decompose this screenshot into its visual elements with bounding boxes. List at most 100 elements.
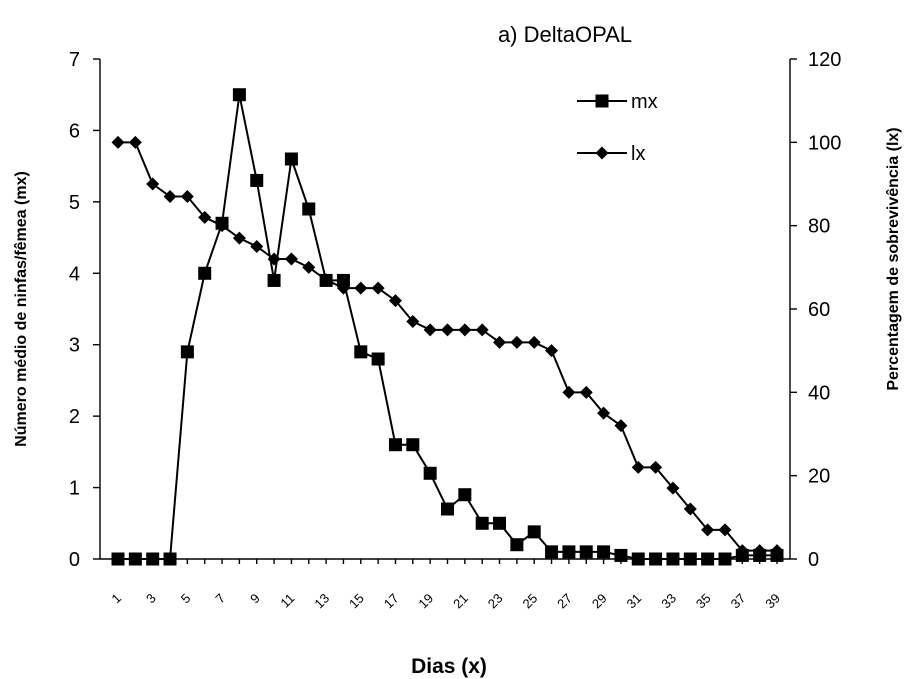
data-point-lx xyxy=(180,190,194,203)
data-point-mx xyxy=(198,266,212,280)
data-point-lx xyxy=(163,190,177,203)
data-point-lx xyxy=(215,219,229,233)
data-point-lx xyxy=(441,323,454,337)
x-tick-label: 5 xyxy=(178,591,194,607)
data-point-mx xyxy=(388,438,402,452)
data-point-mx xyxy=(354,345,368,359)
data-point-mx xyxy=(406,438,420,452)
data-point-lx xyxy=(527,335,541,349)
data-point-mx xyxy=(579,545,593,559)
data-point-lx xyxy=(510,335,524,349)
data-point-lx xyxy=(198,210,212,224)
x-tick-label: 7 xyxy=(212,591,228,607)
data-point-lx xyxy=(232,231,246,245)
y-right-tick-label: 120 xyxy=(808,49,841,71)
data-point-lx xyxy=(302,260,316,274)
data-point-mx xyxy=(718,552,732,566)
data-point-lx xyxy=(649,460,663,474)
data-point-mx xyxy=(545,545,559,559)
data-point-mx xyxy=(180,345,194,359)
data-point-mx xyxy=(423,466,437,480)
legend-label-lx: lx xyxy=(631,143,645,165)
y-right-tick-label: 80 xyxy=(808,216,830,238)
data-point-lx xyxy=(597,406,611,420)
data-point-lx xyxy=(388,294,402,308)
data-point-lx xyxy=(458,323,472,337)
data-point-lx xyxy=(631,460,645,474)
x-tick-label: 21 xyxy=(450,591,471,612)
data-point-lx xyxy=(128,135,142,149)
x-tick-label: 23 xyxy=(485,591,506,612)
data-point-mx xyxy=(510,538,524,552)
y-right-tick-label: 100 xyxy=(808,132,841,154)
data-point-mx xyxy=(128,552,142,566)
x-tick-label: 31 xyxy=(624,591,645,612)
x-tick-label: 11 xyxy=(277,591,297,611)
data-point-lx xyxy=(284,252,298,266)
y-left-tick-label: 2 xyxy=(69,406,80,428)
y-right-tick-label: 0 xyxy=(808,549,819,571)
data-point-lx xyxy=(250,240,264,253)
data-point-lx xyxy=(336,281,350,295)
y-left-tick-label: 7 xyxy=(69,49,80,71)
legend-marker-lx xyxy=(595,146,609,160)
chart-title: a) DeltaOPAL xyxy=(498,22,632,47)
x-tick-label: 25 xyxy=(519,591,540,612)
x-tick-label: 13 xyxy=(311,591,332,612)
data-point-lx xyxy=(562,385,576,399)
data-point-lx xyxy=(319,273,333,287)
x-tick-label: 15 xyxy=(346,591,367,612)
data-point-lx xyxy=(354,281,368,295)
data-point-lx xyxy=(666,481,680,495)
y-axis-left-title: Número médio de ninfas/fêmea (mx) xyxy=(13,171,30,447)
legend-label-mx: mx xyxy=(631,91,658,113)
data-point-lx xyxy=(753,544,767,558)
data-point-mx xyxy=(111,552,125,566)
x-tick-label: 3 xyxy=(143,591,159,607)
legend-marker-mx xyxy=(595,94,609,108)
x-tick-label: 29 xyxy=(589,591,610,612)
data-point-lx xyxy=(770,544,784,558)
x-tick-label: 33 xyxy=(658,591,679,612)
series-mx xyxy=(111,88,784,566)
x-tick-label: 27 xyxy=(554,591,575,612)
data-point-lx xyxy=(423,323,437,337)
data-point-mx xyxy=(597,545,611,559)
data-point-lx xyxy=(614,419,628,433)
x-tick-label: 39 xyxy=(762,591,783,612)
y-left-tick-label: 6 xyxy=(69,120,80,142)
data-point-mx xyxy=(232,88,246,102)
y-left-tick-label: 0 xyxy=(69,549,80,571)
data-point-mx xyxy=(371,352,385,366)
x-tick-label: 35 xyxy=(693,591,714,612)
series-lx xyxy=(111,135,784,558)
data-point-mx xyxy=(475,516,489,530)
data-point-lx xyxy=(545,344,559,358)
y-left-tick-label: 5 xyxy=(69,192,80,214)
data-point-mx xyxy=(250,173,264,187)
data-point-mx xyxy=(666,552,680,566)
data-point-lx xyxy=(111,135,125,149)
x-tick-label: 9 xyxy=(247,591,263,607)
data-point-lx xyxy=(267,252,281,266)
x-tick-label: 17 xyxy=(381,591,402,612)
x-tick-label: 1 xyxy=(108,591,124,607)
x-tick-label: 37 xyxy=(728,591,749,612)
data-point-lx xyxy=(493,335,507,349)
data-point-mx xyxy=(441,502,454,516)
y-left-tick-label: 4 xyxy=(69,263,80,285)
y-right-tick-label: 60 xyxy=(808,299,830,321)
series-layer xyxy=(111,88,784,566)
data-point-mx xyxy=(631,552,645,566)
data-point-mx xyxy=(336,273,350,287)
data-point-mx xyxy=(701,552,715,566)
data-point-lx xyxy=(406,315,420,328)
data-point-lx xyxy=(475,323,489,337)
data-point-mx xyxy=(493,516,507,530)
data-point-mx xyxy=(527,525,541,539)
y-axis-right-title: Percentagem de sobrevivência (lx) xyxy=(885,127,902,390)
data-point-mx xyxy=(302,202,316,216)
data-point-mx xyxy=(649,552,663,566)
legend: mx lx xyxy=(577,91,658,165)
